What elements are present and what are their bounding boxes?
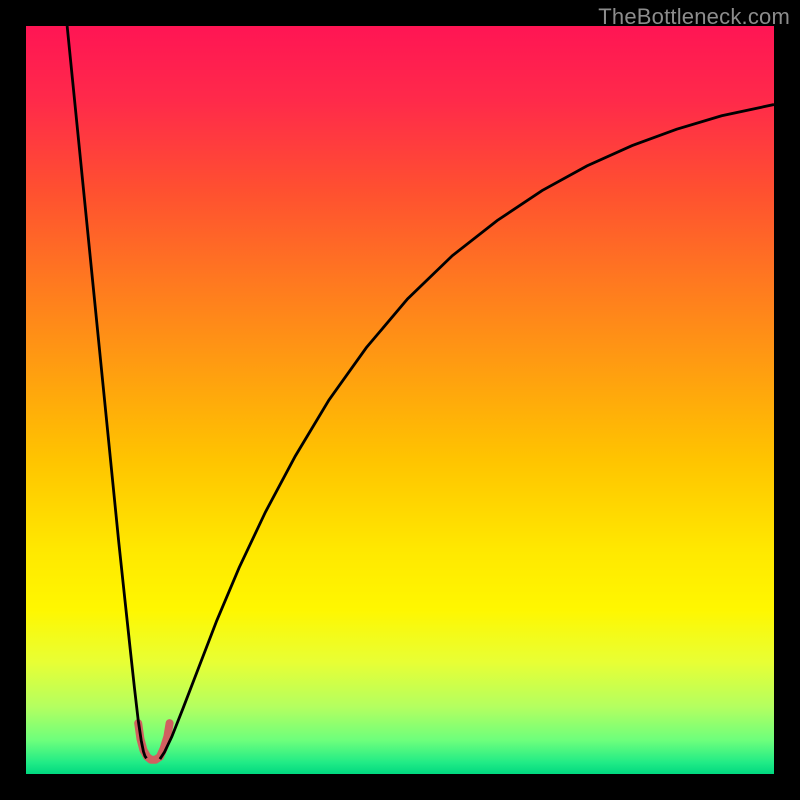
figure-container: TheBottleneck.com (0, 0, 800, 800)
bottleneck-chart (26, 26, 774, 774)
plot-background (26, 26, 774, 774)
watermark-text: TheBottleneck.com (598, 4, 790, 30)
